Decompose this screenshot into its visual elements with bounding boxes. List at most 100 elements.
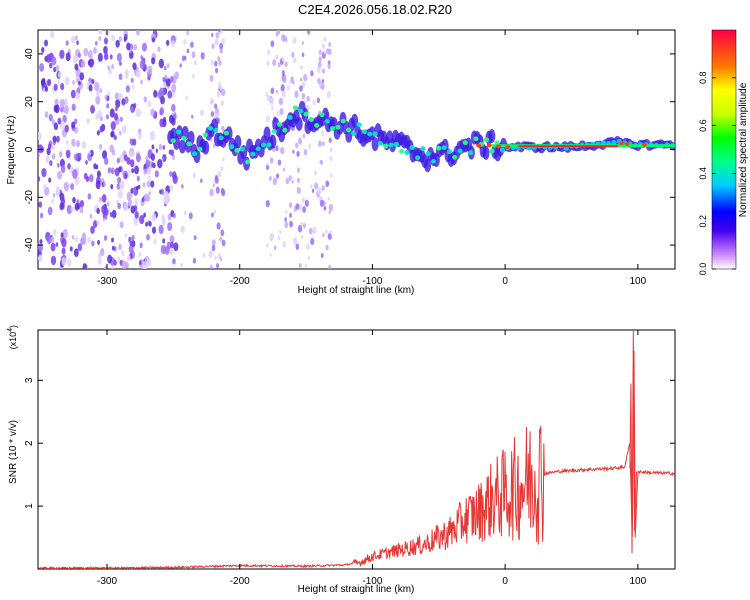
noise-blob bbox=[135, 185, 139, 191]
noise-blob bbox=[132, 187, 137, 194]
snr-x-tick-label: 100 bbox=[629, 576, 646, 587]
noise-blob bbox=[90, 58, 95, 66]
noise-blob bbox=[124, 233, 128, 239]
noise-blob bbox=[266, 60, 270, 66]
noise-blob bbox=[270, 87, 275, 95]
noise-blob bbox=[67, 163, 71, 170]
noise-blob bbox=[161, 218, 166, 226]
noise-blob bbox=[86, 118, 90, 125]
noise-blob bbox=[134, 211, 139, 219]
ridge-core bbox=[483, 137, 490, 143]
noise-blob bbox=[200, 52, 205, 60]
noise-blob bbox=[97, 109, 102, 118]
spectrogram-x-tick-label: -100 bbox=[362, 276, 382, 287]
noise-blob bbox=[130, 106, 135, 114]
ridge-peak bbox=[619, 141, 625, 146]
noise-blob bbox=[78, 244, 82, 250]
noise-blob bbox=[89, 174, 94, 183]
noise-blob bbox=[192, 73, 195, 79]
noise-blob bbox=[167, 213, 172, 221]
noise-blob bbox=[51, 56, 57, 66]
noise-blob bbox=[107, 254, 113, 264]
noise-blob bbox=[265, 199, 270, 208]
noise-blob bbox=[158, 224, 164, 235]
noise-blob bbox=[146, 165, 152, 175]
noise-blob bbox=[66, 258, 72, 267]
noise-blob bbox=[71, 234, 75, 240]
noise-blob bbox=[312, 99, 316, 106]
noise-blob bbox=[323, 205, 327, 211]
noise-blob bbox=[213, 144, 216, 148]
noise-blob bbox=[326, 90, 331, 99]
noise-blob bbox=[118, 36, 123, 42]
noise-blob bbox=[73, 118, 78, 125]
noise-blob bbox=[143, 193, 149, 202]
noise-blob bbox=[210, 97, 214, 105]
noise-blob bbox=[119, 180, 125, 190]
noise-blob bbox=[128, 236, 132, 243]
noise-blob bbox=[88, 150, 92, 156]
noise-blob bbox=[133, 103, 137, 109]
noise-blob bbox=[115, 98, 121, 108]
noise-blob bbox=[158, 143, 163, 151]
ridge-core bbox=[250, 151, 256, 157]
ridge-core bbox=[372, 131, 378, 137]
noise-blob bbox=[59, 49, 65, 60]
ridge-band bbox=[345, 128, 353, 143]
noise-blob bbox=[301, 92, 306, 100]
noise-blob bbox=[318, 140, 322, 148]
snr-x-tick-label: -100 bbox=[362, 576, 382, 587]
noise-blob bbox=[46, 54, 52, 63]
noise-blob bbox=[297, 177, 300, 184]
noise-blob bbox=[76, 78, 80, 83]
noise-blob bbox=[71, 103, 76, 111]
noise-blob bbox=[95, 95, 101, 105]
noise-blob bbox=[276, 173, 280, 179]
ridge-core bbox=[255, 146, 261, 152]
noise-blob bbox=[304, 263, 307, 269]
noise-blob bbox=[285, 209, 288, 214]
spectrogram-x-tick-label: 100 bbox=[629, 276, 646, 287]
noise-blob bbox=[219, 236, 223, 242]
noise-blob bbox=[326, 48, 330, 55]
noise-blob bbox=[162, 81, 167, 89]
noise-blob bbox=[169, 76, 174, 83]
noise-blob bbox=[82, 263, 87, 269]
noise-blob bbox=[38, 201, 43, 208]
ridge-peak bbox=[476, 143, 482, 148]
noise-blob bbox=[60, 164, 66, 174]
ridge-core bbox=[409, 145, 415, 150]
noise-blob bbox=[155, 148, 159, 154]
noise-blob bbox=[293, 57, 297, 64]
noise-blob bbox=[146, 180, 151, 188]
noise-blob bbox=[327, 196, 330, 201]
ridge-core bbox=[213, 127, 219, 133]
ridge-core bbox=[367, 131, 373, 137]
noise-blob bbox=[65, 149, 71, 159]
colorbar-gradient bbox=[711, 29, 737, 270]
noise-blob bbox=[320, 160, 324, 165]
noise-blob bbox=[279, 107, 284, 116]
noise-blob bbox=[302, 223, 306, 229]
noise-blob bbox=[143, 212, 146, 218]
noise-blob bbox=[211, 239, 216, 247]
noise-blob bbox=[57, 117, 62, 125]
noise-blob bbox=[143, 96, 148, 103]
noise-blob bbox=[212, 183, 215, 188]
noise-blob bbox=[135, 153, 141, 163]
ridge-band bbox=[225, 126, 233, 141]
noise-blob bbox=[276, 30, 281, 35]
noise-blob bbox=[327, 232, 332, 240]
noise-blob bbox=[210, 264, 213, 269]
noise-blob bbox=[220, 166, 224, 171]
noise-blob bbox=[53, 83, 58, 91]
noise-blob bbox=[277, 62, 281, 68]
ridge-core bbox=[276, 121, 283, 127]
noise-blob bbox=[160, 95, 165, 105]
noise-blob bbox=[99, 248, 105, 257]
noise-blob bbox=[81, 141, 86, 149]
ridge-core bbox=[197, 146, 203, 152]
snr-scale-suffix: ) bbox=[8, 325, 18, 328]
noise-blob bbox=[292, 37, 297, 44]
ridge-core bbox=[340, 118, 346, 124]
